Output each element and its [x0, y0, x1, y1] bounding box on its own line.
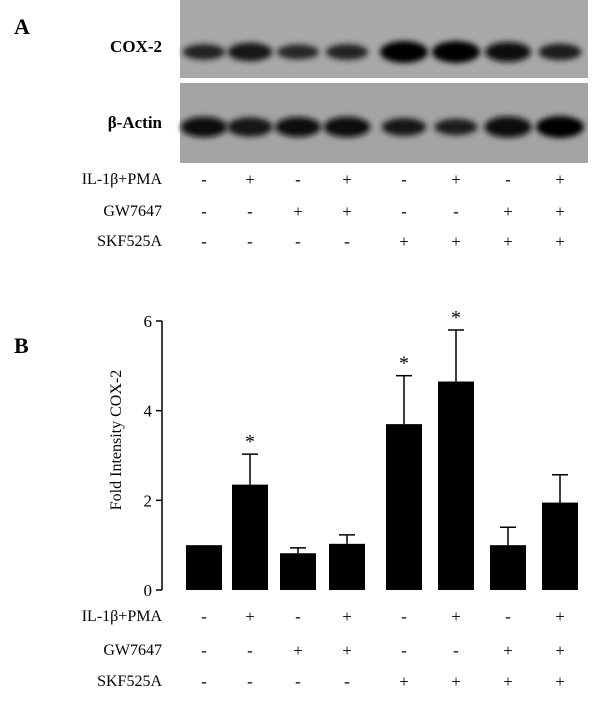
- panel-a-sign: +: [451, 170, 461, 189]
- panel-b-sign: +: [451, 607, 461, 626]
- actin-band: [434, 118, 478, 136]
- panel-b-sign: +: [342, 607, 352, 626]
- actin-band: [536, 116, 584, 138]
- actin-band: [381, 118, 427, 136]
- panel-a-sign: -: [453, 202, 459, 221]
- panel-a-sign: -: [344, 232, 350, 251]
- actin-band: [274, 117, 322, 137]
- cox2-blot-background: [180, 0, 588, 78]
- panel-a-sign: -: [295, 232, 301, 251]
- panel-a-sign: +: [342, 202, 352, 221]
- bar: [542, 502, 578, 590]
- cox2-band: [432, 41, 480, 63]
- panel-b-sign: -: [201, 607, 207, 626]
- cox2-bands: [182, 41, 582, 63]
- y-tick-label: 6: [144, 312, 153, 331]
- panel-a-sign: +: [555, 202, 565, 221]
- panel-b-condition-label-il1b-pma: IL-1β+PMA: [81, 608, 162, 625]
- panel-b-condition-label-gw7647: GW7647: [103, 642, 162, 659]
- actin-bands: [180, 116, 584, 138]
- actin-band: [180, 116, 228, 138]
- panel-b-sign: +: [293, 641, 303, 660]
- panel-b-sign: -: [201, 672, 207, 691]
- y-tick-label: 0: [144, 581, 153, 600]
- cox2-blot-label: COX-2: [110, 37, 162, 56]
- cox2-band: [484, 42, 532, 62]
- panel-a-letter: A: [14, 14, 30, 39]
- cox2-band: [538, 43, 582, 61]
- actin-band: [323, 116, 371, 138]
- panel-a-sign: +: [342, 170, 352, 189]
- cox2-band: [182, 44, 226, 60]
- cox2-band: [380, 41, 428, 63]
- panel-b-sign: -: [344, 672, 350, 691]
- bar: [386, 424, 422, 590]
- panel-a-sign: -: [247, 232, 253, 251]
- bar: [490, 545, 526, 590]
- panel-a-condition-label-skf525a: SKF525A: [97, 233, 162, 250]
- panel-a-sign: +: [555, 170, 565, 189]
- panel-b-sign: -: [295, 672, 301, 691]
- panel-b-sign: +: [555, 607, 565, 626]
- cox2-band: [227, 42, 273, 62]
- cox2-band: [325, 44, 369, 60]
- panel-b-sign: +: [555, 641, 565, 660]
- panel-a-condition-label-il1b-pma: IL-1β+PMA: [81, 171, 162, 188]
- panel-b-sign: -: [295, 607, 301, 626]
- panel-b-sign: -: [247, 672, 253, 691]
- panel-a-sign: -: [201, 170, 207, 189]
- cox2-band: [277, 44, 319, 60]
- actin-band: [484, 116, 532, 138]
- panel-b-sign: -: [505, 607, 511, 626]
- panel-a-sign: -: [401, 202, 407, 221]
- bar: [186, 545, 222, 590]
- panel-b-sign: -: [201, 641, 207, 660]
- significance-marker: *: [245, 431, 255, 453]
- panel-a-sign: +: [503, 232, 513, 251]
- panel-a-sign: +: [503, 202, 513, 221]
- panel-b-sign: -: [247, 641, 253, 660]
- actin-band: [227, 117, 273, 137]
- panel-b-condition-label-skf525a: SKF525A: [97, 673, 162, 690]
- bar: [438, 381, 474, 590]
- panel-a-sign: -: [201, 232, 207, 251]
- panel-b-sign: +: [342, 641, 352, 660]
- panel-a-condition-label-gw7647: GW7647: [103, 203, 162, 220]
- panel-a-sign: -: [401, 170, 407, 189]
- panel-b-letter: B: [14, 333, 29, 358]
- panel-a-sign: -: [201, 202, 207, 221]
- y-tick-label: 2: [144, 491, 153, 510]
- panel-b-sign: -: [401, 641, 407, 660]
- bar: [280, 553, 316, 590]
- significance-marker: *: [399, 353, 409, 375]
- fold-intensity-bar-chart: Fold Intensity COX-2 0 2 4 6 * * *: [108, 307, 578, 600]
- panel-b-sign: +: [245, 607, 255, 626]
- panel-b-sign: +: [503, 672, 513, 691]
- panel-b-sign: +: [555, 672, 565, 691]
- bar: [329, 543, 365, 590]
- panel-a-sign: +: [451, 232, 461, 251]
- panel-a-sign: -: [247, 202, 253, 221]
- y-axis-label: Fold Intensity COX-2: [108, 370, 125, 510]
- actin-blot-label: β-Actin: [107, 113, 162, 132]
- panel-a-sign: +: [293, 202, 303, 221]
- y-tick-label: 4: [144, 402, 153, 421]
- panel-b-sign: +: [451, 672, 461, 691]
- panel-b-sign: +: [399, 672, 409, 691]
- panel-a-sign: +: [399, 232, 409, 251]
- chart-bars: * * *: [186, 307, 578, 590]
- panel-a-sign: +: [555, 232, 565, 251]
- bar: [232, 484, 268, 590]
- western-blot-image: [180, 0, 588, 163]
- chart-axes: 0 2 4 6: [144, 312, 163, 600]
- panel-b-sign: -: [401, 607, 407, 626]
- panel-a-sign: +: [245, 170, 255, 189]
- panel-a-sign: -: [295, 170, 301, 189]
- panel-b-sign: +: [503, 641, 513, 660]
- significance-marker: *: [451, 307, 461, 329]
- panel-a-sign: -: [505, 170, 511, 189]
- panel-b-sign: -: [453, 641, 459, 660]
